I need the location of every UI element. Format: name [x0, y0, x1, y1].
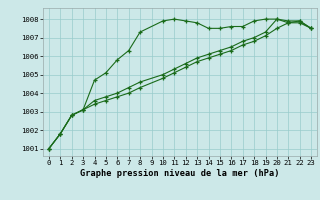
X-axis label: Graphe pression niveau de la mer (hPa): Graphe pression niveau de la mer (hPa) [80, 169, 280, 178]
